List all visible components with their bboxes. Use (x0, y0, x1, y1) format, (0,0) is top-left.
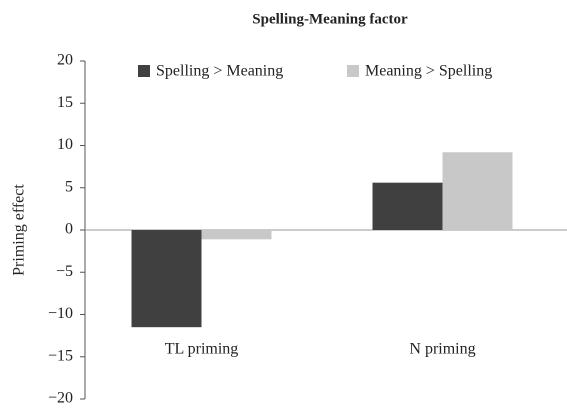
y-axis-label: Priming effect (11, 184, 28, 276)
y-tick-label: −5 (56, 263, 73, 280)
y-tick-label: 10 (57, 136, 73, 153)
x-tick-label: TL priming (165, 341, 239, 358)
y-tick-label: −15 (48, 347, 73, 364)
y-tick-label: 15 (57, 94, 73, 111)
legend-swatch (347, 65, 359, 77)
y-tick-label: −20 (48, 390, 73, 407)
x-tick-label: N priming (409, 341, 475, 358)
legend-label: Meaning > Spelling (365, 63, 492, 80)
y-tick-label: −10 (48, 305, 73, 322)
bar (372, 182, 443, 230)
bar (131, 230, 202, 328)
y-tick-label: 5 (65, 178, 73, 195)
chart-title: Spelling-Meaning factor (252, 11, 408, 27)
y-tick-label: 0 (65, 221, 73, 238)
y-tick-label: 20 (57, 52, 73, 69)
legend-swatch (138, 65, 150, 77)
bar (442, 152, 513, 230)
bar (201, 230, 272, 240)
legend-label: Spelling > Meaning (156, 63, 283, 80)
